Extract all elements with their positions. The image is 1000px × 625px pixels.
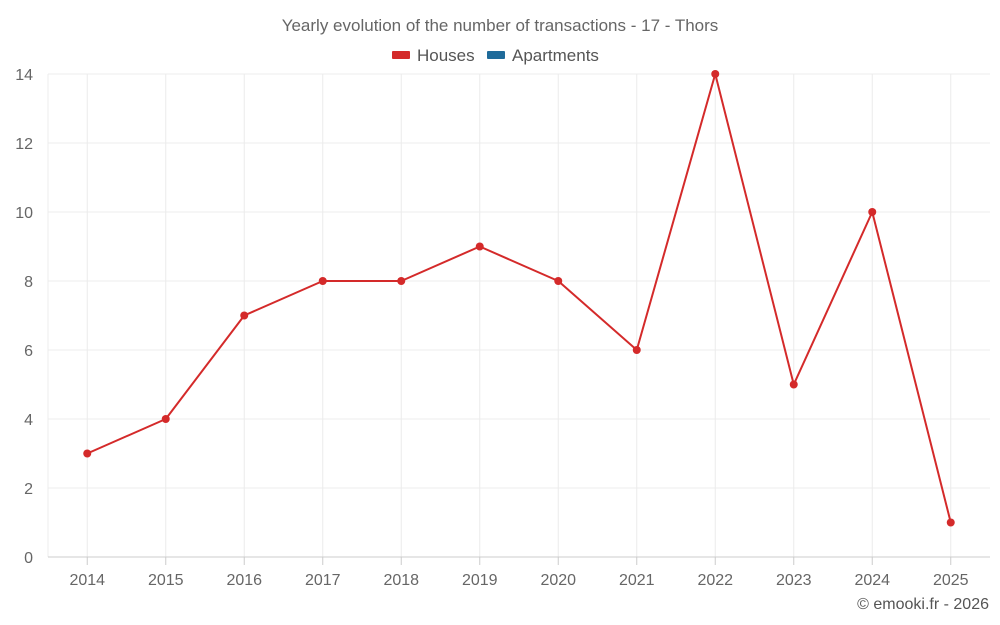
y-axis: 0 2 4 6 8 10 12 14 bbox=[15, 67, 33, 567]
y-tick-label: 4 bbox=[24, 412, 33, 429]
legend-item-houses[interactable]: Houses bbox=[392, 46, 475, 65]
x-tick-label: 2025 bbox=[933, 572, 969, 589]
x-tick-label: 2020 bbox=[540, 572, 576, 589]
x-tick-label: 2017 bbox=[305, 572, 341, 589]
y-tick-label: 2 bbox=[24, 481, 33, 498]
data-point-houses-2020[interactable] bbox=[554, 277, 563, 285]
data-point-houses-2024[interactable] bbox=[868, 208, 877, 216]
data-point-houses-2014[interactable] bbox=[83, 449, 92, 458]
grid bbox=[47, 73, 990, 557]
series-line-houses bbox=[86, 73, 952, 523]
x-tick-label: 2019 bbox=[462, 572, 498, 589]
data-point-houses-2022[interactable] bbox=[711, 70, 720, 78]
x-tick-label: 2021 bbox=[619, 572, 655, 589]
legend-swatch-apartments bbox=[487, 51, 505, 59]
data-point-houses-2025[interactable] bbox=[946, 518, 955, 527]
x-tick-label: 2014 bbox=[69, 572, 105, 589]
legend-swatch-houses bbox=[392, 51, 410, 59]
legend-label-apartments: Apartments bbox=[512, 46, 599, 65]
chart-title: Yearly evolution of the number of transa… bbox=[282, 16, 719, 35]
x-tick-label: 2016 bbox=[226, 572, 262, 589]
legend-item-apartments[interactable]: Apartments bbox=[487, 46, 599, 65]
x-tick-label: 2018 bbox=[383, 572, 419, 589]
data-point-houses-2018[interactable] bbox=[397, 277, 406, 285]
data-point-houses-2023[interactable] bbox=[789, 380, 798, 389]
data-point-houses-2015[interactable] bbox=[161, 415, 170, 423]
data-point-houses-2019[interactable] bbox=[475, 242, 484, 251]
legend: Houses Apartments bbox=[392, 46, 599, 65]
series-houses bbox=[83, 70, 955, 527]
x-tick-label: 2015 bbox=[148, 572, 184, 589]
y-tick-label: 0 bbox=[24, 550, 33, 567]
x-axis: 2014 2015 2016 2017 2018 2019 2020 2021 2022 2023… bbox=[48, 556, 990, 589]
credit-text: © emooki.fr - 2026 bbox=[857, 596, 989, 613]
y-tick-label: 10 bbox=[15, 205, 33, 222]
data-point-houses-2021[interactable] bbox=[632, 346, 641, 354]
x-tick-label: 2023 bbox=[776, 572, 812, 589]
y-tick-label: 6 bbox=[24, 343, 33, 360]
data-point-houses-2016[interactable] bbox=[240, 311, 249, 320]
data-point-houses-2017[interactable] bbox=[318, 277, 327, 285]
legend-label-houses: Houses bbox=[417, 46, 475, 65]
x-tick-label: 2022 bbox=[697, 572, 733, 589]
y-tick-label: 12 bbox=[15, 136, 33, 153]
y-tick-label: 14 bbox=[15, 67, 33, 84]
x-tick-label: 2024 bbox=[854, 572, 890, 589]
y-tick-label: 8 bbox=[24, 274, 33, 291]
